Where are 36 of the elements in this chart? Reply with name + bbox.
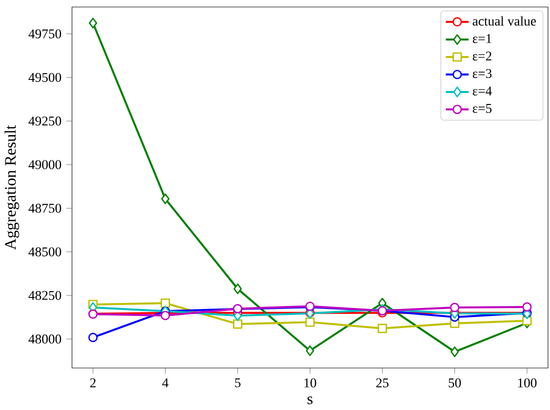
point [160, 310, 170, 320]
legend-label: ε=4 [472, 86, 492, 96]
x-tick-label: 2 [90, 378, 96, 388]
point [88, 332, 98, 342]
x-tick-label: 10 [304, 378, 316, 388]
y-tick-label: 48750 [28, 204, 62, 213]
legend-label: ε=1 [472, 34, 492, 44]
legend-label: actual value [472, 16, 536, 26]
x-tick-label: 50 [448, 378, 461, 388]
x-tick-label: 100 [518, 378, 537, 388]
legend-label: ε=3 [472, 69, 492, 78]
x-tick-label: 25 [376, 378, 388, 388]
x-tick-label: 4 [162, 378, 168, 388]
legend-label: ε=2 [472, 52, 492, 61]
point [450, 346, 459, 358]
point [232, 319, 242, 329]
point [306, 345, 314, 356]
y-tick-label: 48250 [28, 290, 62, 300]
point [160, 298, 170, 308]
point [522, 302, 532, 312]
point [305, 317, 315, 327]
point [378, 324, 388, 334]
legend-label: ε=5 [472, 104, 492, 113]
y-tick-label: 49250 [28, 116, 62, 126]
point [88, 18, 98, 28]
y-tick-label: 49750 [28, 29, 62, 38]
y-axis-title: Aggregation Result [4, 125, 20, 250]
y-tick-label: 48500 [28, 247, 62, 256]
point [450, 302, 460, 312]
x-tick-label: 5 [235, 378, 240, 388]
x-axis-title: s [308, 396, 313, 404]
point [233, 283, 242, 294]
y-tick-label: 49500 [28, 72, 62, 82]
y-tick-label: 49000 [28, 160, 62, 170]
y-tick-label: 48000 [28, 334, 62, 344]
point [161, 193, 170, 204]
